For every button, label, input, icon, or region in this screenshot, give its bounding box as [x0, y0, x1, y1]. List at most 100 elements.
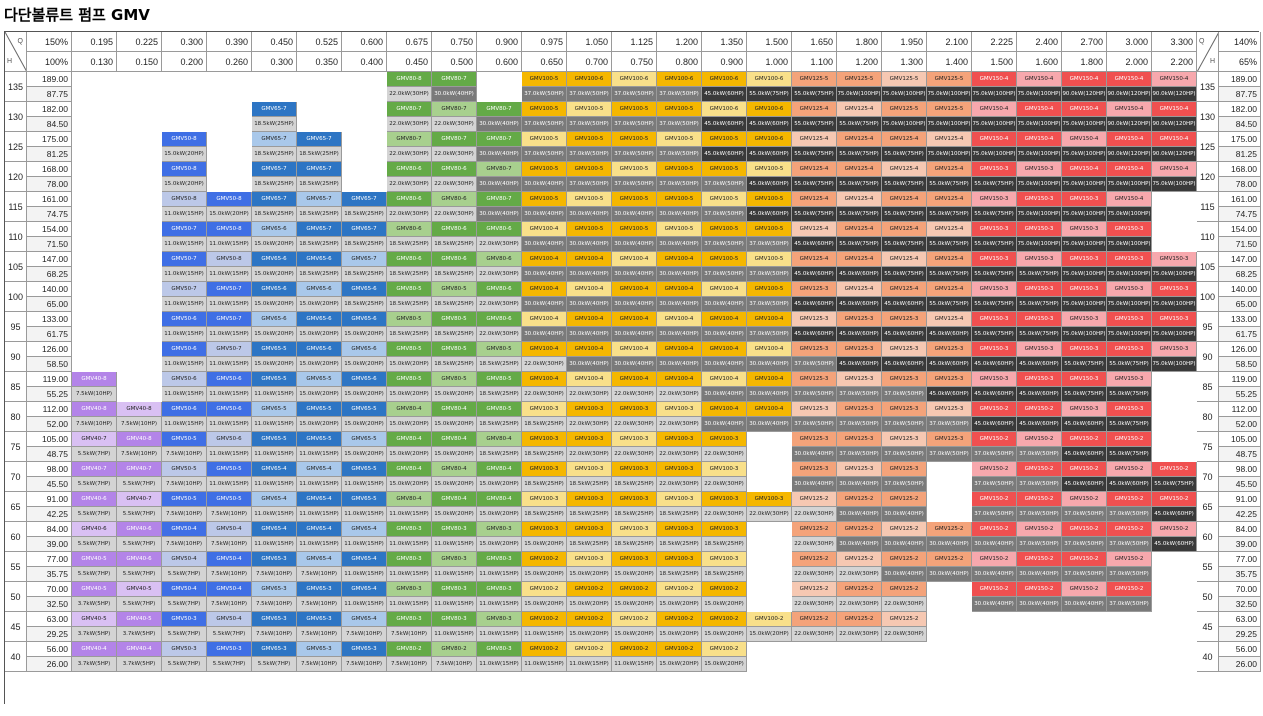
pump-model-cell[interactable]: GMV125-4	[927, 252, 972, 267]
pump-model-cell[interactable]: GMV100-2	[522, 612, 567, 627]
pump-model-cell[interactable]: GMV125-3	[837, 402, 882, 417]
pump-model-cell[interactable]: GMV150-2	[972, 492, 1017, 507]
pump-model-cell[interactable]: GMV150-4	[972, 102, 1017, 117]
pump-model-cell[interactable]: GMV65-7	[252, 192, 297, 207]
pump-model-cell[interactable]: GMV150-3	[1062, 372, 1107, 387]
pump-model-cell[interactable]: GMV50-5	[207, 462, 252, 477]
pump-model-cell[interactable]: GMV80-5	[432, 342, 477, 357]
pump-model-cell[interactable]: GMV100-2	[567, 612, 612, 627]
pump-model-cell[interactable]: GMV80-5	[477, 342, 522, 357]
pump-model-cell[interactable]: GMV100-2	[702, 612, 747, 627]
pump-model-cell[interactable]: GMV125-2	[882, 522, 927, 537]
pump-model-cell[interactable]: GMV125-4	[882, 192, 927, 207]
pump-model-cell[interactable]: GMV100-3	[612, 492, 657, 507]
pump-model-cell[interactable]: GMV40-8	[117, 432, 162, 447]
pump-model-cell[interactable]: GMV125-4	[792, 222, 837, 237]
pump-model-cell[interactable]: GMV100-2	[612, 582, 657, 597]
pump-model-cell[interactable]: GMV80-4	[432, 462, 477, 477]
pump-model-cell[interactable]: GMV150-2	[1107, 432, 1152, 447]
pump-model-cell[interactable]: GMV150-2	[1107, 462, 1152, 477]
pump-model-cell[interactable]: GMV150-2	[1107, 492, 1152, 507]
pump-model-cell[interactable]: GMV150-3	[972, 222, 1017, 237]
pump-model-cell[interactable]: GMV80-6	[432, 162, 477, 177]
pump-model-cell[interactable]: GMV80-3	[432, 522, 477, 537]
pump-model-cell[interactable]: GMV80-3	[477, 612, 522, 627]
pump-model-cell[interactable]: GMV100-3	[612, 522, 657, 537]
pump-model-cell[interactable]: GMV125-3	[792, 462, 837, 477]
pump-model-cell[interactable]: GMV150-3	[1152, 282, 1197, 297]
pump-model-cell[interactable]: GMV150-2	[1017, 432, 1062, 447]
pump-model-cell[interactable]: GMV125-2	[792, 582, 837, 597]
pump-model-cell[interactable]: GMV100-4	[567, 372, 612, 387]
pump-model-cell[interactable]: GMV50-6	[162, 342, 207, 357]
pump-model-cell[interactable]: GMV80-3	[432, 612, 477, 627]
pump-model-cell[interactable]: GMV150-3	[1017, 342, 1062, 357]
pump-model-cell[interactable]: GMV125-3	[837, 372, 882, 387]
pump-model-cell[interactable]: GMV100-4	[702, 372, 747, 387]
pump-model-cell[interactable]: GMV100-3	[612, 432, 657, 447]
pump-model-cell[interactable]: GMV40-5	[72, 612, 117, 627]
pump-model-cell[interactable]: GMV40-7	[117, 492, 162, 507]
pump-model-cell[interactable]: GMV50-8	[162, 132, 207, 147]
pump-model-cell[interactable]: GMV150-3	[1062, 342, 1107, 357]
pump-model-cell[interactable]: GMV150-4	[1062, 132, 1107, 147]
pump-model-cell[interactable]: GMV100-3	[657, 492, 702, 507]
pump-model-cell[interactable]: GMV50-4	[207, 552, 252, 567]
pump-model-cell[interactable]: GMV125-3	[792, 372, 837, 387]
pump-model-cell[interactable]: GMV150-3	[972, 282, 1017, 297]
pump-model-cell[interactable]: GMV65-6	[252, 252, 297, 267]
pump-model-cell[interactable]: GMV40-8	[72, 372, 117, 387]
pump-model-cell[interactable]: GMV65-5	[342, 432, 387, 447]
pump-model-cell[interactable]: GMV150-3	[1017, 372, 1062, 387]
pump-model-cell[interactable]: GMV50-3	[162, 612, 207, 627]
pump-model-cell[interactable]: GMV125-3	[927, 432, 972, 447]
pump-model-cell[interactable]: GMV80-3	[387, 552, 432, 567]
pump-model-cell[interactable]: GMV100-4	[702, 312, 747, 327]
pump-model-cell[interactable]: GMV150-3	[1017, 282, 1062, 297]
pump-model-cell[interactable]: GMV100-4	[702, 282, 747, 297]
pump-model-cell[interactable]: GMV150-3	[1062, 282, 1107, 297]
pump-model-cell[interactable]: GMV125-5	[927, 102, 972, 117]
pump-model-cell[interactable]: GMV125-4	[792, 102, 837, 117]
pump-model-cell[interactable]: GMV50-7	[162, 252, 207, 267]
pump-model-cell[interactable]: GMV100-4	[657, 342, 702, 357]
pump-model-cell[interactable]: GMV150-3	[1107, 402, 1152, 417]
pump-model-cell[interactable]: GMV150-4	[1152, 162, 1197, 177]
pump-model-cell[interactable]: GMV50-6	[207, 372, 252, 387]
pump-model-cell[interactable]: GMV80-6	[387, 252, 432, 267]
pump-model-cell[interactable]: GMV100-3	[702, 522, 747, 537]
pump-model-cell[interactable]: GMV65-3	[297, 612, 342, 627]
pump-model-cell[interactable]: GMV100-5	[747, 162, 792, 177]
pump-model-cell[interactable]: GMV100-4	[657, 312, 702, 327]
pump-model-cell[interactable]: GMV150-2	[1062, 432, 1107, 447]
pump-model-cell[interactable]: GMV125-4	[927, 132, 972, 147]
pump-model-cell[interactable]: GMV125-4	[837, 162, 882, 177]
pump-model-cell[interactable]: GMV150-3	[1107, 372, 1152, 387]
pump-model-cell[interactable]: GMV50-4	[207, 612, 252, 627]
pump-model-cell[interactable]: GMV100-3	[522, 432, 567, 447]
pump-model-cell[interactable]: GMV65-5	[297, 432, 342, 447]
pump-model-cell[interactable]: GMV125-2	[837, 522, 882, 537]
pump-model-cell[interactable]: GMV100-3	[702, 552, 747, 567]
pump-model-cell[interactable]: GMV125-4	[927, 162, 972, 177]
pump-model-cell[interactable]: GMV125-5	[792, 72, 837, 87]
pump-model-cell[interactable]: GMV125-3	[882, 372, 927, 387]
pump-model-cell[interactable]: GMV150-4	[1152, 102, 1197, 117]
pump-model-cell[interactable]: GMV100-4	[567, 312, 612, 327]
pump-model-cell[interactable]: GMV80-6	[387, 162, 432, 177]
pump-model-cell[interactable]: GMV65-4	[342, 612, 387, 627]
pump-model-cell[interactable]: GMV100-5	[522, 132, 567, 147]
pump-model-cell[interactable]: GMV150-2	[972, 402, 1017, 417]
pump-model-cell[interactable]: GMV100-3	[612, 552, 657, 567]
pump-model-cell[interactable]: GMV100-3	[657, 552, 702, 567]
pump-model-cell[interactable]: GMV100-2	[657, 642, 702, 657]
pump-model-cell[interactable]: GMV80-7	[432, 132, 477, 147]
pump-model-cell[interactable]: GMV100-5	[657, 222, 702, 237]
pump-model-cell[interactable]: GMV100-2	[747, 612, 792, 627]
pump-model-cell[interactable]: GMV65-7	[297, 192, 342, 207]
pump-model-cell[interactable]: GMV100-5	[747, 192, 792, 207]
pump-model-cell[interactable]: GMV80-4	[477, 462, 522, 477]
pump-model-cell[interactable]: GMV80-6	[432, 252, 477, 267]
pump-model-cell[interactable]: GMV100-3	[522, 492, 567, 507]
pump-model-cell[interactable]: GMV150-4	[972, 132, 1017, 147]
